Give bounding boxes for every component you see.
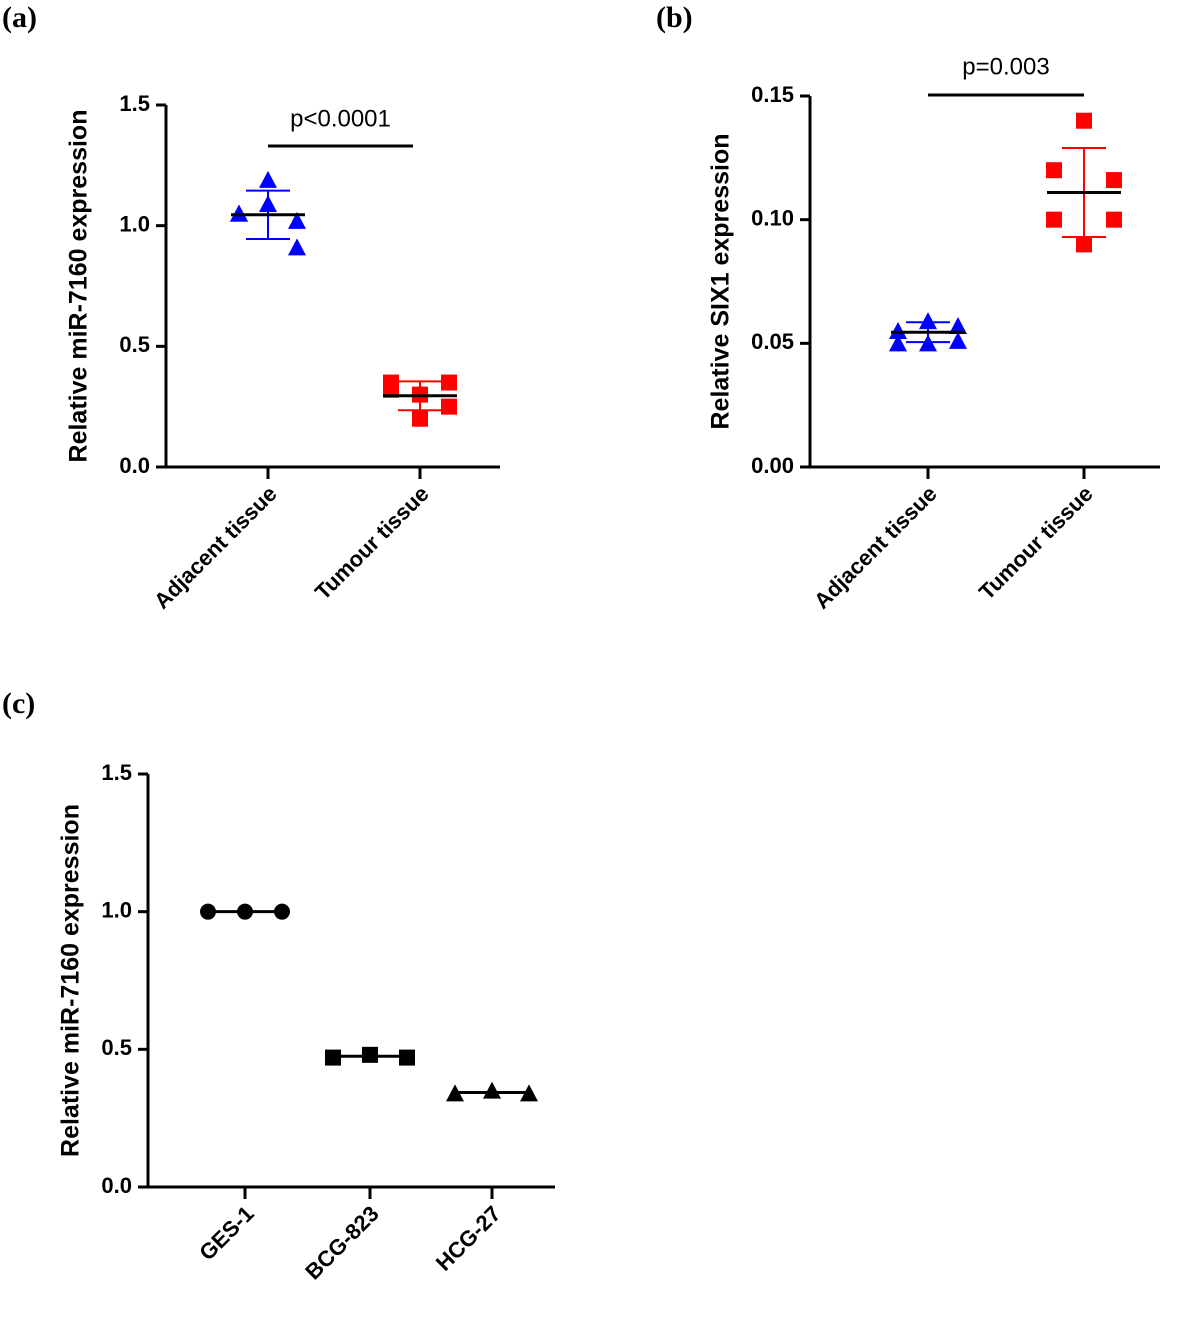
p-value: p=0.003 — [962, 53, 1049, 80]
y-tick-label: 0.5 — [119, 332, 150, 357]
panel-label: (b) — [656, 1, 693, 34]
x-tick-label: BCG-823 — [300, 1201, 383, 1284]
panel-label: (a) — [2, 1, 37, 34]
point — [288, 211, 306, 229]
point — [1046, 162, 1062, 179]
point — [441, 398, 457, 415]
point — [412, 410, 428, 427]
point — [230, 204, 248, 222]
point — [889, 321, 907, 339]
point — [1106, 172, 1122, 189]
point — [441, 374, 457, 391]
y-tick-label: 0.0 — [101, 1173, 132, 1198]
x-tick-label: HCG-27 — [431, 1201, 506, 1276]
p-value: p<0.0001 — [290, 105, 391, 132]
point — [949, 317, 967, 335]
point — [288, 238, 306, 256]
point — [949, 331, 967, 349]
point — [889, 334, 907, 352]
y-tick-label: 0.00 — [751, 453, 794, 478]
x-tick-label: Tumour tissue — [310, 481, 434, 605]
x-tick-label: GES-1 — [194, 1201, 258, 1265]
point — [259, 194, 277, 212]
y-tick-label: 1.0 — [119, 211, 150, 236]
y-tick-label: 1.5 — [119, 91, 150, 116]
point — [1106, 211, 1122, 228]
point — [1046, 211, 1062, 228]
y-tick-label: 0.5 — [101, 1035, 132, 1060]
y-tick-label: 0.05 — [751, 329, 794, 354]
point — [383, 374, 399, 391]
point — [483, 1081, 501, 1099]
point — [919, 334, 937, 352]
x-tick-label: Tumour tissue — [974, 481, 1098, 605]
panel-label: (c) — [2, 687, 35, 720]
y-axis-title: Relative miR-7160 expression — [57, 804, 85, 1157]
x-tick-label: Adjacent tissue — [809, 481, 942, 614]
y-tick-label: 1.0 — [101, 897, 132, 922]
y-tick-label: 0.10 — [751, 205, 794, 230]
point — [1076, 236, 1092, 253]
y-axis-title: Relative miR-7160 expression — [65, 110, 93, 463]
point — [259, 170, 277, 188]
y-tick-label: 1.5 — [101, 760, 132, 785]
point — [919, 312, 937, 330]
y-tick-label: 0.0 — [119, 453, 150, 478]
x-tick-label: Adjacent tissue — [149, 481, 282, 614]
y-axis-title: Relative SIX1 expression — [707, 134, 735, 430]
y-tick-label: 0.15 — [751, 82, 794, 107]
point — [1076, 112, 1092, 129]
